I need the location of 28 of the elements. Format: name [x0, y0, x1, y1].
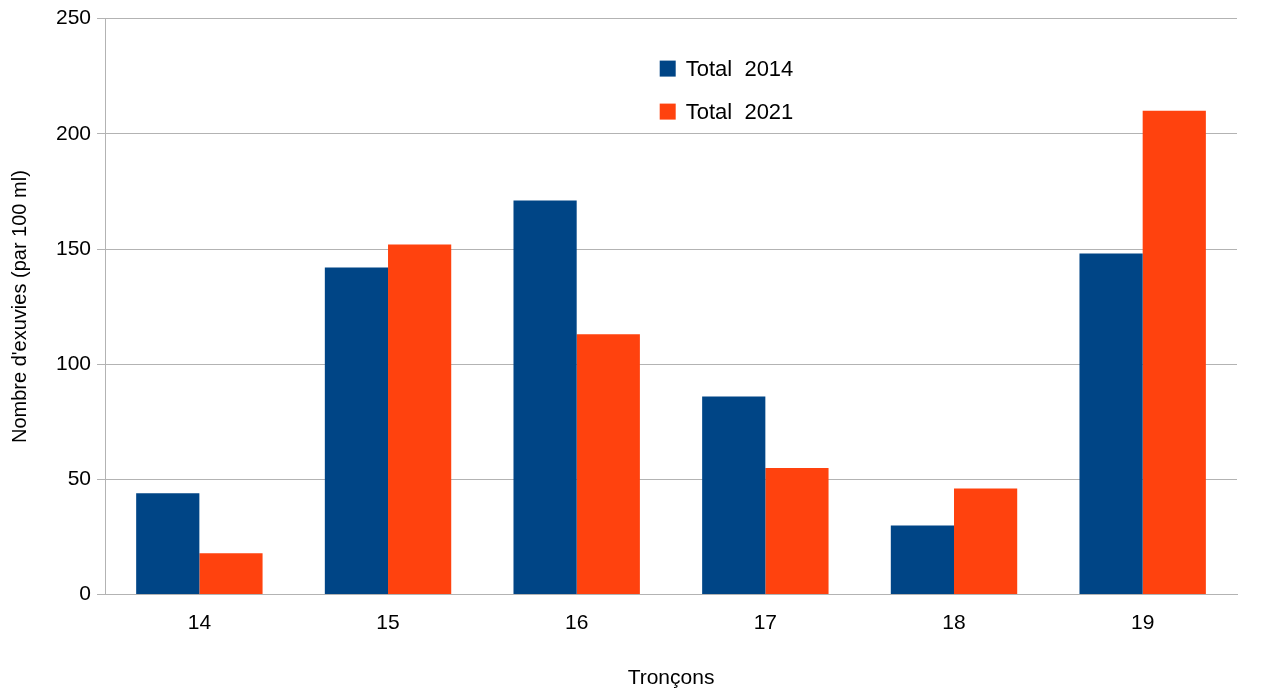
- x-tick-label: 19: [1130, 610, 1155, 633]
- y-tick-label: 200: [55, 120, 92, 144]
- bar: [702, 396, 766, 595]
- y-tick-label: 0: [79, 581, 92, 605]
- legend-label: Total 2021: [685, 98, 794, 124]
- bar: [324, 267, 389, 595]
- bar: [765, 467, 829, 595]
- legend-label: Total 2014: [685, 55, 794, 81]
- x-tick-label: 15: [376, 610, 400, 633]
- x-tick-label: 17: [753, 610, 778, 633]
- x-tick-label: 14: [187, 610, 212, 633]
- bar: [136, 493, 200, 595]
- bar: [576, 334, 640, 595]
- y-tick-label: 250: [55, 5, 92, 29]
- y-tick-label: 100: [55, 351, 92, 374]
- y-tick-label: 50: [67, 466, 92, 490]
- bar: [954, 488, 1018, 595]
- x-tick-label: 16: [565, 610, 589, 633]
- bar: [1142, 110, 1206, 595]
- y-tick-label: 150: [55, 235, 92, 259]
- bar: [388, 244, 452, 595]
- bar: [890, 525, 955, 595]
- x-axis-title: Tronçons: [627, 665, 715, 689]
- bar: [199, 553, 263, 595]
- x-tick-label: 18: [942, 610, 966, 633]
- bar: [1079, 253, 1143, 595]
- y-axis-title: Nombre d'exuvies (par 100 ml): [7, 170, 30, 444]
- bar: [513, 200, 577, 595]
